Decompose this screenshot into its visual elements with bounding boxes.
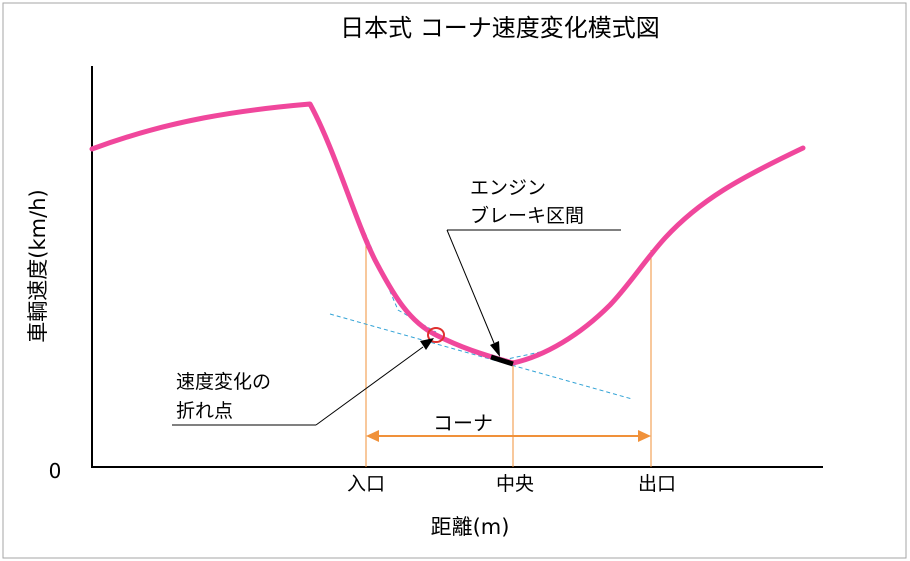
tangent-guide-line	[329, 313, 633, 400]
engine-brake-label-line2: ブレーキ区間	[470, 204, 584, 227]
speed-curve	[89, 101, 806, 366]
break-point-leader	[315, 346, 424, 426]
chart-title: 日本式 コーナ速度変化模式図	[340, 14, 660, 42]
engine-brake-segment	[490, 354, 514, 367]
corner-span-arrow-right	[638, 430, 651, 442]
engine-brake-leader	[446, 229, 495, 344]
engine-brake-label-line1: エンジン	[470, 177, 546, 199]
x-tick-center: 中央	[496, 473, 534, 495]
engine-brake-arrowhead	[490, 341, 500, 357]
break-point-label-line2: 折れ点	[176, 400, 233, 422]
break-point-arrowhead	[420, 338, 434, 350]
break-point-label-line1: 速度変化の	[176, 371, 271, 393]
x-tick-exit: 出口	[638, 473, 676, 495]
x-tick-entry: 入口	[347, 473, 385, 495]
x-axis-label: 距離(m)	[431, 515, 510, 539]
origin-label: 0	[49, 459, 62, 483]
corner-label: コーナ	[433, 411, 493, 435]
minimum-guide-line	[502, 351, 541, 361]
corner-label-bg	[428, 411, 498, 435]
break-point-circle	[427, 327, 445, 343]
y-axis-label: 車輌速度(km/h)	[26, 189, 50, 342]
corner-span-arrow-left	[366, 430, 379, 442]
